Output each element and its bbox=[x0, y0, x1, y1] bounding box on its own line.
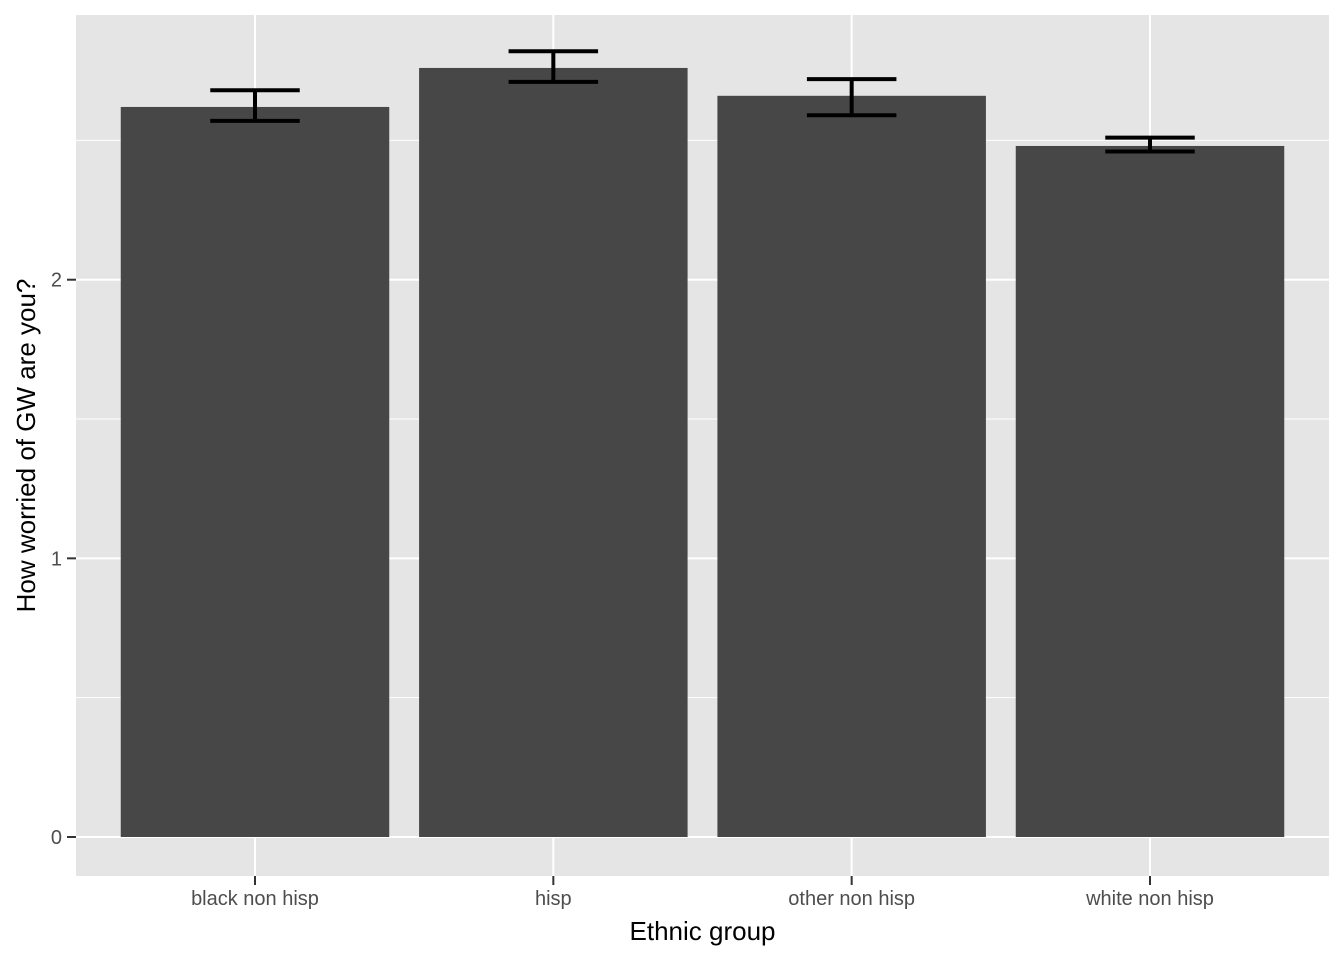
error-bar bbox=[806, 77, 897, 118]
bar bbox=[1015, 145, 1285, 837]
bar bbox=[419, 67, 688, 837]
x-axis: black non hisp hisp other non hisp white no… bbox=[191, 876, 1214, 910]
bar bbox=[717, 95, 986, 837]
y-axis-title: How worried of GW are you? bbox=[11, 279, 41, 613]
x-tick-label: white non hisp bbox=[1085, 888, 1214, 910]
x-axis-title: Ethnic group bbox=[630, 916, 776, 946]
x-tick-label: black non hisp bbox=[191, 888, 319, 910]
error-bar bbox=[508, 49, 599, 84]
error-bar bbox=[210, 88, 300, 123]
y-tick-label: 2 bbox=[51, 270, 62, 292]
x-tick-label: hisp bbox=[535, 888, 572, 910]
y-axis: 0 1 2 bbox=[51, 270, 76, 849]
bar bbox=[120, 106, 390, 837]
error-bar bbox=[1105, 135, 1195, 154]
bars bbox=[120, 67, 1285, 837]
error-bars bbox=[210, 49, 1195, 154]
y-tick-label: 0 bbox=[51, 827, 62, 849]
x-tick-label: other non hisp bbox=[788, 888, 915, 910]
y-tick-label: 1 bbox=[51, 548, 62, 570]
